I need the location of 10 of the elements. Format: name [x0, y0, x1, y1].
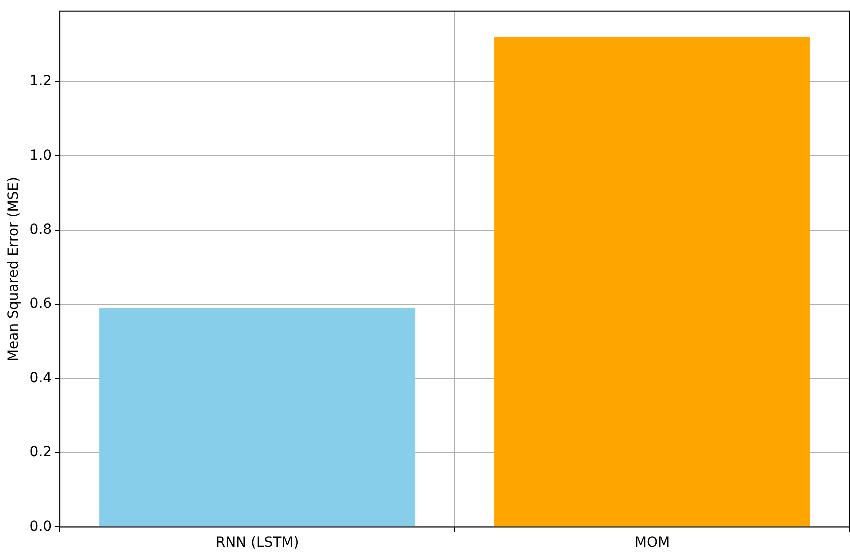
x-tick-label: RNN (LSTM): [216, 535, 300, 552]
y-tick-label: 0.8: [30, 222, 52, 238]
y-axis-title: Mean Squared Error (MSE): [6, 177, 22, 362]
x-tick-label: MOM: [634, 535, 670, 552]
y-tick-label: 1.0: [30, 148, 52, 164]
y-tick-label: 0.0: [30, 518, 52, 535]
y-tick-label: 0.4: [30, 370, 52, 386]
y-tick-label: 0.6: [30, 296, 52, 312]
y-tick-label: 0.2: [30, 444, 52, 461]
y-tick-label: 1.2: [30, 74, 52, 90]
